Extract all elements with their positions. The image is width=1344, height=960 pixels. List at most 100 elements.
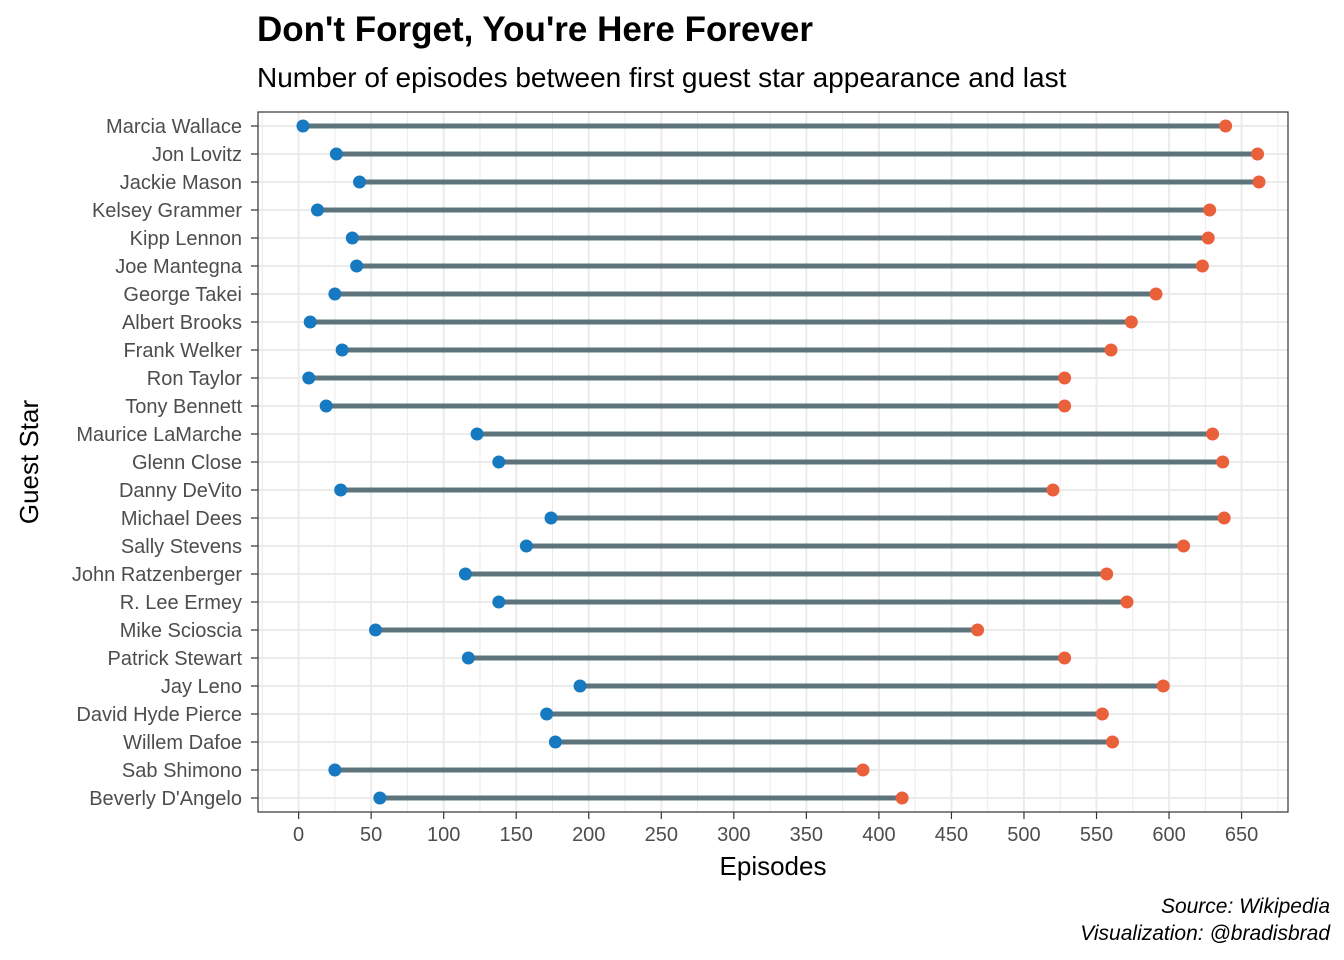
y-tick-label: Michael Dees: [121, 508, 242, 530]
first-appearance-point: [302, 371, 316, 385]
last-appearance-point: [1177, 539, 1191, 553]
chart-subtitle: Number of episodes between first guest s…: [257, 62, 1067, 93]
x-tick-label: 400: [862, 824, 895, 846]
x-tick-label: 50: [360, 824, 382, 846]
caption-credit: Visualization: @bradisbrad: [1080, 922, 1330, 945]
y-tick-label: Sab Shimono: [122, 760, 242, 782]
first-appearance-point: [310, 203, 324, 217]
last-appearance-point: [1195, 259, 1209, 273]
x-tick-label: 450: [935, 824, 968, 846]
y-tick-label: Maurice LaMarche: [76, 424, 242, 446]
last-appearance-point: [1219, 119, 1233, 133]
y-tick-label: John Ratzenberger: [72, 564, 242, 586]
last-appearance-point: [1216, 455, 1230, 469]
first-appearance-point: [492, 595, 506, 609]
x-tick-label: 500: [1007, 824, 1040, 846]
y-tick-label: Patrick Stewart: [108, 648, 243, 670]
y-tick-label: Glenn Close: [132, 452, 242, 474]
y-tick-label: R. Lee Ermey: [120, 592, 242, 614]
first-appearance-point: [540, 707, 554, 721]
x-tick-label: 300: [717, 824, 750, 846]
y-tick-label: Jon Lovitz: [152, 144, 242, 166]
last-appearance-point: [1252, 175, 1266, 189]
last-appearance-point: [1058, 651, 1072, 665]
last-appearance-point: [1058, 399, 1072, 413]
last-appearance-point: [1156, 679, 1170, 693]
first-appearance-point: [335, 343, 349, 357]
first-appearance-point: [373, 791, 387, 805]
first-appearance-point: [319, 399, 333, 413]
first-appearance-point: [369, 623, 383, 637]
last-appearance-point: [1105, 735, 1119, 749]
first-appearance-point: [470, 427, 484, 441]
x-tick-label: 350: [790, 824, 823, 846]
first-appearance-point: [334, 483, 348, 497]
x-tick-label: 250: [645, 824, 678, 846]
y-tick-label: Kipp Lennon: [130, 228, 242, 250]
y-tick-label: Marcia Wallace: [106, 116, 242, 138]
y-tick-label: George Takei: [123, 284, 242, 306]
y-tick-label: Jay Leno: [161, 676, 242, 698]
last-appearance-point: [1206, 427, 1220, 441]
y-tick-label: Danny DeVito: [119, 480, 242, 502]
x-tick-label: 100: [427, 824, 460, 846]
first-appearance-point: [492, 455, 506, 469]
x-tick-label: 200: [572, 824, 605, 846]
x-tick-label: 150: [500, 824, 533, 846]
chart-title: Don't Forget, You're Here Forever: [257, 10, 814, 49]
last-appearance-point: [1203, 203, 1217, 217]
last-appearance-point: [1124, 315, 1138, 329]
y-tick-label: Beverly D'Angelo: [89, 788, 242, 810]
first-appearance-point: [328, 287, 342, 301]
first-appearance-point: [329, 147, 343, 161]
first-appearance-point: [353, 175, 367, 189]
y-tick-label: Tony Bennett: [125, 396, 242, 418]
first-appearance-point: [544, 511, 558, 525]
y-tick-label: Frank Welker: [123, 340, 242, 362]
y-tick-label: Ron Taylor: [147, 368, 243, 390]
y-tick-label: Sally Stevens: [121, 536, 242, 558]
first-appearance-point: [328, 763, 342, 777]
y-tick-label: Jackie Mason: [120, 172, 242, 194]
first-appearance-point: [345, 231, 359, 245]
y-tick-label: Kelsey Grammer: [92, 200, 242, 222]
last-appearance-point: [1095, 707, 1109, 721]
first-appearance-point: [548, 735, 562, 749]
last-appearance-point: [1120, 595, 1134, 609]
x-tick-label: 650: [1225, 824, 1258, 846]
x-tick-label: 550: [1080, 824, 1113, 846]
segments: [302, 123, 1259, 801]
y-axis-title: Guest Star: [14, 400, 44, 525]
y-tick-label: Willem Dafoe: [123, 732, 242, 754]
last-appearance-point: [1251, 147, 1265, 161]
last-appearance-point: [971, 623, 985, 637]
first-appearance-point: [296, 119, 310, 133]
y-tick-label: David Hyde Pierce: [76, 704, 242, 726]
y-tick-label: Mike Scioscia: [120, 620, 243, 642]
y-tick-label: Albert Brooks: [122, 312, 242, 334]
last-appearance-point: [1217, 511, 1231, 525]
points: [296, 119, 1266, 805]
first-appearance-point: [350, 259, 364, 273]
last-appearance-point: [1046, 483, 1060, 497]
x-axis-title: Episodes: [720, 851, 827, 881]
y-tick-label: Joe Mantegna: [115, 256, 243, 278]
last-appearance-point: [1058, 371, 1072, 385]
x-tick-label: 0: [293, 824, 304, 846]
axes: 0 50 100 150 200 250 300 350 400 450 500 550 600 650 M…: [72, 116, 1258, 846]
last-appearance-point: [1100, 567, 1114, 581]
caption: Source: Wikipedia Visualization: @bradis…: [1080, 893, 1330, 947]
first-appearance-point: [573, 679, 587, 693]
last-appearance-point: [1201, 231, 1215, 245]
first-appearance-point: [519, 539, 533, 553]
last-appearance-point: [1104, 343, 1118, 357]
last-appearance-point: [895, 791, 909, 805]
caption-source: Source: Wikipedia: [1160, 895, 1330, 918]
x-tick-label: 600: [1152, 824, 1185, 846]
last-appearance-point: [856, 763, 870, 777]
first-appearance-point: [458, 567, 472, 581]
first-appearance-point: [303, 315, 317, 329]
first-appearance-point: [461, 651, 475, 665]
last-appearance-point: [1149, 287, 1163, 301]
